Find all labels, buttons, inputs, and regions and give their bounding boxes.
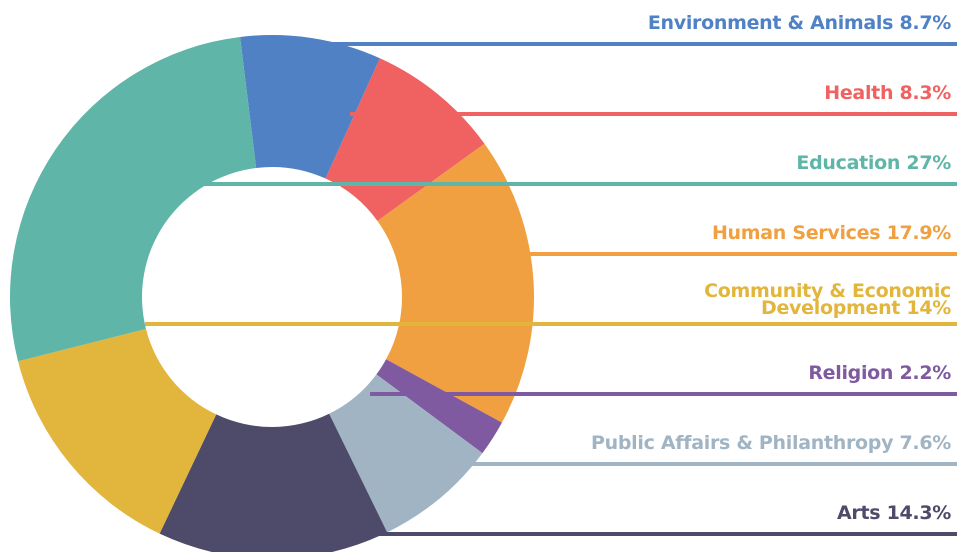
- category-name: Environment & Animals: [647, 12, 894, 34]
- category-name: Public Affairs & Philanthropy: [591, 432, 894, 454]
- donut-slice: [325, 58, 485, 221]
- value-label: 14.3%: [886, 502, 952, 524]
- slice-label: Public Affairs & Philanthropy 7.6%: [591, 432, 951, 454]
- category-name: Health: [824, 82, 894, 104]
- value-label: 2.2%: [899, 362, 952, 384]
- slice-label: Environment & Animals 8.7%: [648, 12, 951, 34]
- value-label: 14%: [906, 297, 951, 319]
- slice-label: Religion 2.2%: [808, 362, 951, 384]
- donut-slice: [329, 374, 483, 533]
- donut-slice: [376, 359, 502, 454]
- donut-slice: [240, 35, 380, 179]
- category-name: Human Services: [711, 222, 881, 244]
- value-label: 7.6%: [899, 432, 952, 454]
- value-label: 8.7%: [899, 12, 952, 34]
- slice-label: Health 8.3%: [824, 82, 951, 104]
- category-name: Religion: [808, 362, 894, 384]
- value-label: 8.3%: [899, 82, 952, 104]
- slice-label: Arts 14.3%: [837, 502, 951, 524]
- slice-label: Community & Economic Development 14%: [651, 280, 951, 319]
- slice-label: Human Services 17.9%: [712, 222, 951, 244]
- donut-slice: [10, 36, 257, 362]
- value-label: 17.9%: [886, 222, 952, 244]
- donut-slice: [159, 413, 388, 552]
- donut-slice: [377, 143, 534, 423]
- category-name: Community & Economic Development: [704, 280, 951, 319]
- slice-label: Education 27%: [796, 152, 951, 174]
- donut-slice: [18, 328, 217, 534]
- category-name: Arts: [836, 502, 881, 524]
- category-name: Education: [796, 152, 901, 174]
- value-label: 27%: [906, 152, 951, 174]
